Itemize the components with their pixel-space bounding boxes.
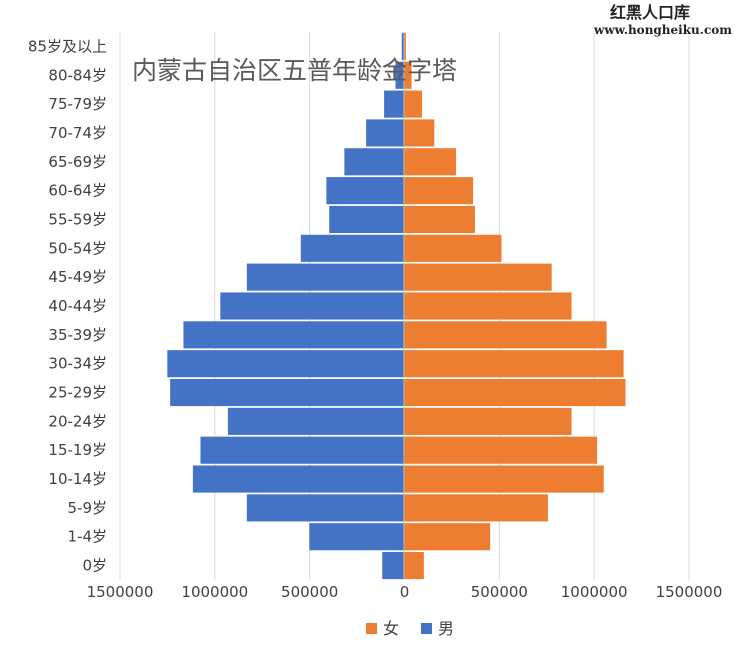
category-label: 65-69岁 — [48, 153, 107, 171]
bar-female — [404, 494, 548, 522]
legend-swatch — [366, 623, 377, 634]
bar-female — [404, 32, 406, 60]
bar-female — [404, 263, 552, 291]
bar-female — [404, 234, 502, 262]
bar-female — [404, 552, 424, 580]
bar-male — [382, 552, 404, 580]
bar-male — [167, 350, 404, 378]
bar-female — [404, 90, 422, 118]
bar-male — [183, 321, 404, 349]
bar-female — [404, 378, 626, 407]
category-label: 0岁 — [82, 557, 107, 575]
legend-swatch — [421, 623, 432, 634]
bar-male — [329, 205, 404, 234]
category-label: 40-44岁 — [48, 297, 107, 315]
bar-male — [366, 119, 404, 147]
bar-female — [404, 177, 474, 205]
bar-male — [300, 234, 404, 262]
bar-male — [170, 378, 404, 407]
bar-female — [404, 119, 435, 147]
watermark-url: www.hongheiku.com — [593, 23, 732, 37]
legend: 女男 — [366, 619, 454, 638]
category-label: 70-74岁 — [48, 124, 107, 142]
category-label: 85岁及以上 — [28, 37, 107, 55]
bar-female — [404, 350, 624, 378]
bar-male — [395, 61, 404, 89]
category-label: 15-19岁 — [48, 441, 107, 459]
x-tick-label: 0 — [400, 583, 410, 601]
category-label: 50-54岁 — [48, 239, 107, 257]
category-label: 10-14岁 — [48, 470, 107, 488]
bar-female — [404, 523, 491, 551]
category-label: 60-64岁 — [48, 182, 107, 200]
bar-male — [401, 32, 404, 60]
category-label: 35-39岁 — [48, 326, 107, 344]
bar-male — [192, 465, 404, 493]
bars — [167, 32, 626, 580]
x-tick-label: 1000000 — [561, 583, 628, 601]
category-label: 75-79岁 — [48, 95, 107, 113]
bar-male — [246, 494, 404, 522]
bar-male — [326, 177, 404, 205]
bar-female — [404, 292, 572, 320]
bar-female — [404, 321, 607, 349]
category-label: 55-59岁 — [48, 210, 107, 228]
bar-female — [404, 148, 457, 176]
x-tick-label: 1500000 — [87, 583, 154, 601]
watermark: 红黑人口库 www.hongheiku.com — [593, 3, 732, 37]
bar-male — [309, 523, 404, 551]
bar-male — [200, 436, 404, 464]
bar-female — [404, 407, 572, 435]
x-tick-label: 500000 — [281, 583, 338, 601]
x-tick-label: 1000000 — [181, 583, 248, 601]
bar-female — [404, 436, 598, 464]
category-label: 20-24岁 — [48, 412, 107, 430]
chart-title: 内蒙古自治区五普年龄金字塔 — [132, 56, 457, 85]
category-label: 80-84岁 — [48, 66, 107, 84]
watermark-title: 红黑人口库 — [610, 3, 690, 22]
category-label: 1-4岁 — [68, 528, 108, 546]
x-tick-label: 500000 — [471, 583, 528, 601]
category-label: 45-49岁 — [48, 268, 107, 286]
bar-male — [227, 407, 404, 435]
legend-label: 女 — [383, 619, 399, 638]
bar-female — [404, 465, 604, 493]
bar-female — [404, 205, 475, 234]
x-tick-label: 1500000 — [656, 583, 723, 601]
category-label: 25-29岁 — [48, 384, 107, 402]
bar-male — [344, 148, 404, 176]
bar-male — [384, 90, 404, 118]
category-label: 30-34岁 — [48, 355, 107, 373]
x-tick-labels: 1500000 1000000 500000 0 500000 1000000 150000… — [87, 583, 723, 601]
bar-male — [246, 263, 404, 291]
category-labels: 0岁 1-4岁 5-9岁 10-14岁 15-19岁 20-24岁 25-29岁 30-34岁… — [28, 37, 107, 574]
bar-female — [404, 61, 412, 89]
category-label: 5-9岁 — [68, 499, 108, 517]
legend-label: 男 — [438, 619, 454, 638]
bar-male — [220, 292, 404, 320]
